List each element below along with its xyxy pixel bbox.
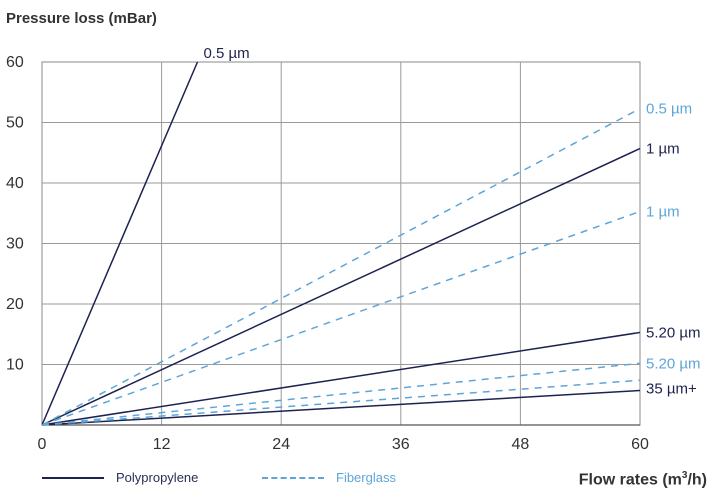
series-line-fiberglass-0-5-m <box>41 107 641 426</box>
series-label-polypropylene-35-m: 35 µm+ <box>646 381 697 398</box>
y-tick-label-20: 20 <box>6 296 24 313</box>
series-label-polypropylene-1-m: 1 µm <box>646 141 680 158</box>
y-tick-label-30: 30 <box>6 236 24 253</box>
x-axis-title: Flow rates (m3/h) <box>578 470 707 489</box>
series-label-polypropylene-0-5-m: 0.5 µm <box>203 45 249 62</box>
series-line-polypropylene-1-m <box>41 147 641 426</box>
series-label-fiberglass-0-5-m: 0.5 µm <box>646 101 692 118</box>
y-tick-label-40: 40 <box>6 175 24 192</box>
legend-swatch-dashed <box>262 476 324 479</box>
legend-swatch-solid <box>42 476 104 479</box>
x-tick-label-24: 24 <box>272 436 290 453</box>
series-label-fiberglass-1-m: 1 µm <box>646 203 680 220</box>
series-line-fiberglass-5-20-m <box>41 362 641 426</box>
y-tick-label-10: 10 <box>6 357 24 374</box>
y-tick-label-60: 60 <box>6 54 24 71</box>
legend-label-fiberglass: Fiberglass <box>336 470 396 485</box>
series-line-polypropylene-35-m <box>41 389 641 426</box>
x-tick-label-48: 48 <box>512 436 530 453</box>
series-label-polypropylene-5-20-m: 5.20 µm <box>646 324 701 341</box>
x-tick-label-60: 60 <box>631 436 649 453</box>
y-axis-title: Pressure loss (mBar) <box>6 10 157 27</box>
y-tick-label-50: 50 <box>6 115 24 132</box>
legend-label-polypropylene: Polypropylene <box>116 470 199 485</box>
series-line-fiberglass-unlabeled-7 <box>41 379 641 426</box>
legend-item-fiberglass: Fiberglass <box>262 470 396 485</box>
x-tick-label-36: 36 <box>392 436 410 453</box>
series-line-polypropylene-0-5-m <box>41 61 199 426</box>
series-label-fiberglass-5-20-m: 5.20 µm <box>646 355 701 372</box>
series-line-fiberglass-1-m <box>41 210 641 426</box>
legend-item-polypropylene: Polypropylene <box>42 470 198 485</box>
x-tick-label-12: 12 <box>153 436 171 453</box>
x-tick-label-0: 0 <box>38 436 47 453</box>
series-line-polypropylene-5-20-m <box>41 331 641 426</box>
